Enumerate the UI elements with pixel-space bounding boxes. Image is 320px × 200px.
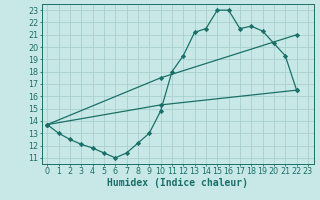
X-axis label: Humidex (Indice chaleur): Humidex (Indice chaleur) xyxy=(107,178,248,188)
